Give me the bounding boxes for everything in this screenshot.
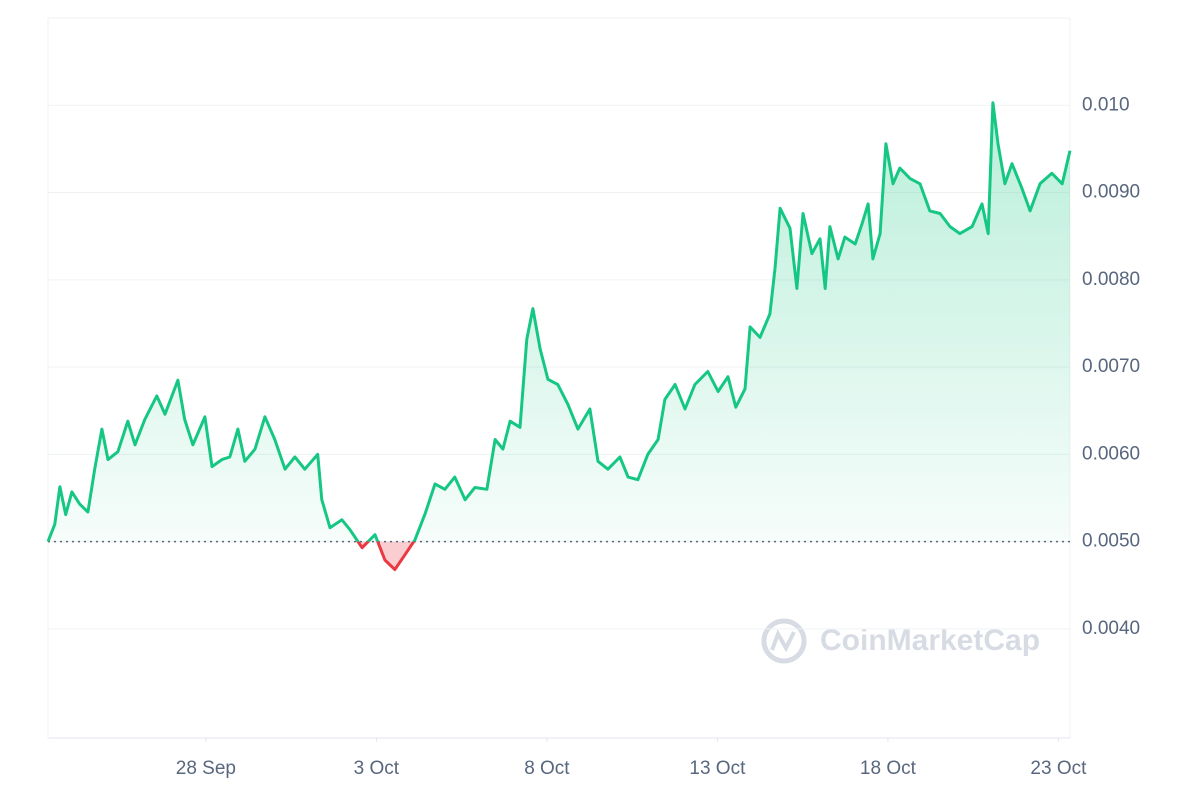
- watermark-text: CoinMarketCap: [820, 624, 1040, 657]
- x-tick-label: 28 Sep: [176, 758, 236, 779]
- y-tick-label: 0.010: [1082, 94, 1130, 115]
- y-tick-label: 0.0040: [1082, 618, 1140, 639]
- y-tick-label: 0.0080: [1082, 269, 1140, 290]
- y-tick-label: 0.0070: [1082, 356, 1140, 377]
- x-tick-label: 13 Oct: [689, 758, 746, 779]
- y-tick-label: 0.0050: [1082, 531, 1140, 552]
- y-tick-label: 0.0060: [1082, 443, 1140, 464]
- x-tick-label: 18 Oct: [860, 758, 917, 779]
- watermark: CoinMarketCap: [761, 618, 1040, 664]
- price-line-up: [46, 101, 1072, 542]
- y-tick-label: 0.0090: [1082, 182, 1140, 203]
- area-up: [48, 102, 1070, 542]
- x-tick-label: 3 Oct: [354, 758, 400, 779]
- x-tick-label: 8 Oct: [524, 758, 570, 779]
- area-down: [358, 541, 414, 570]
- x-tick-label: 23 Oct: [1030, 758, 1087, 779]
